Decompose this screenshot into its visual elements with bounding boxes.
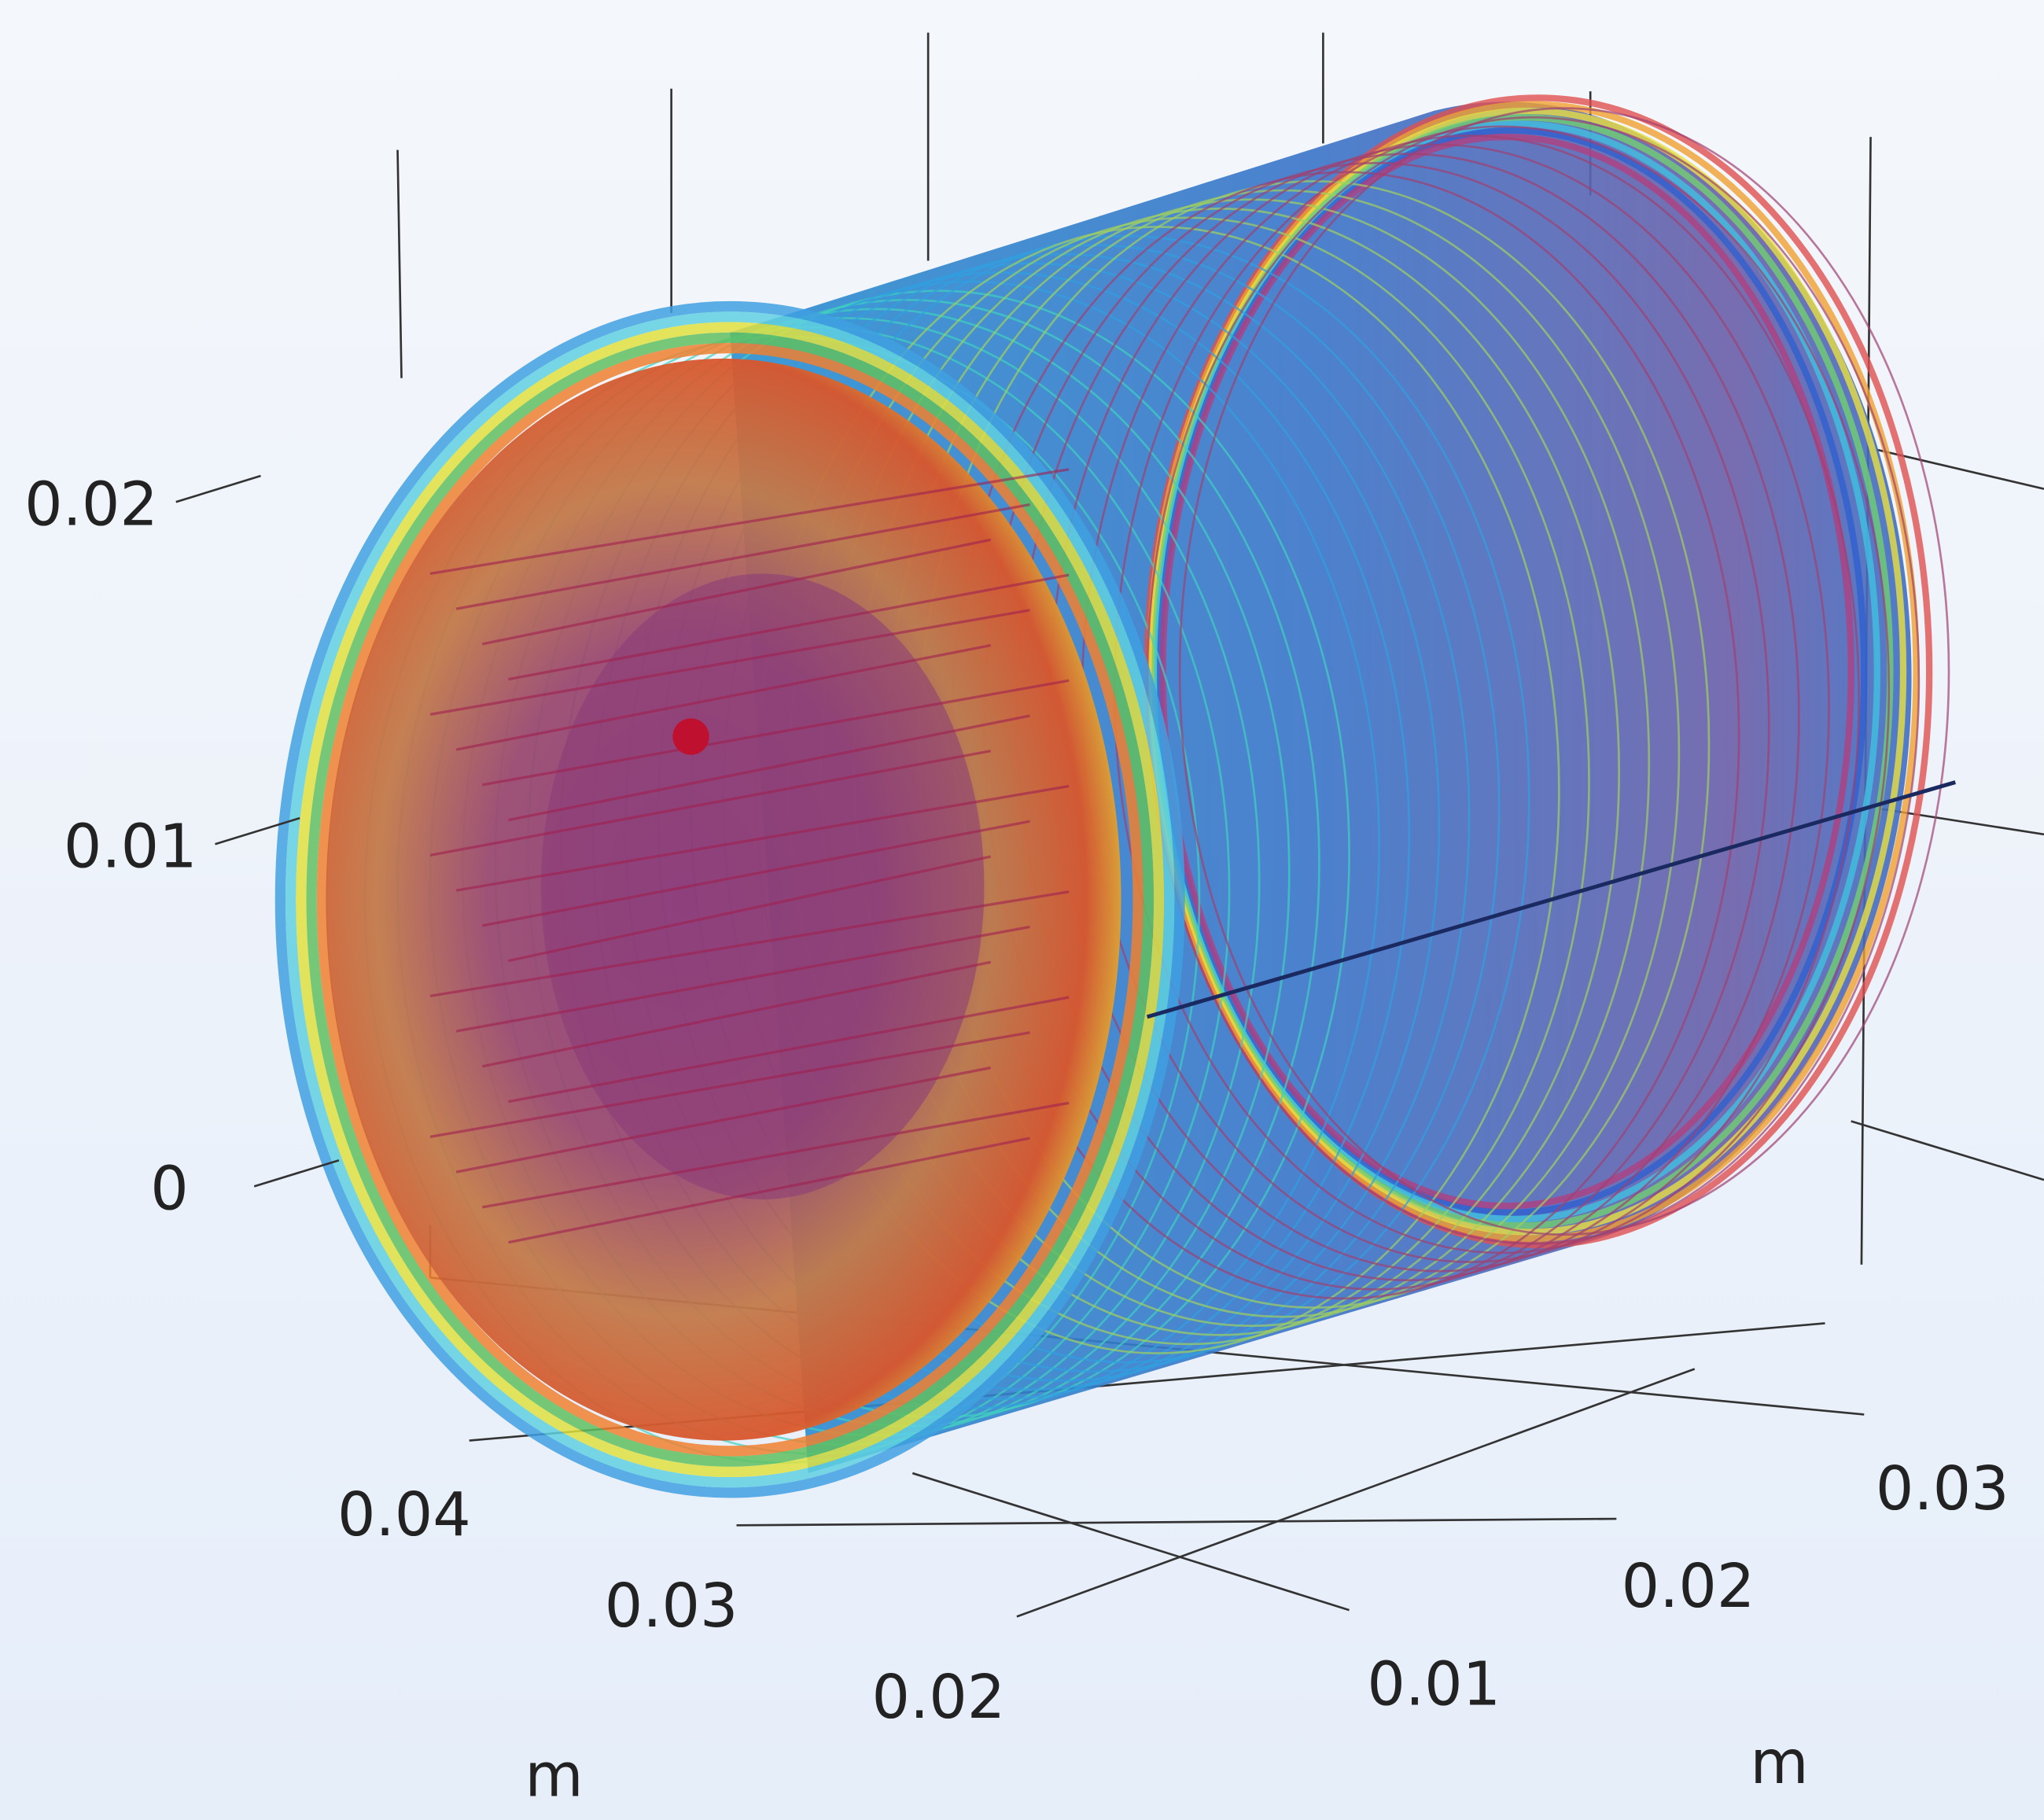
page: 00.010.020.020.030.040.010.020.03mm (() … [0,0,2044,1820]
tick-label: 0.02 [872,1662,1006,1732]
tick-label: 0.03 [1876,1453,2009,1523]
tick-label: 0.02 [24,469,158,539]
tick-label: 0 [150,1154,189,1224]
tick-label: 0.01 [64,812,197,882]
tick-label: 0.01 [1367,1649,1501,1719]
tick-label: 0.03 [605,1571,738,1641]
y-axis-label: m [1750,1727,1808,1797]
marker [672,718,709,754]
x-axis-label: m [525,1741,583,1811]
tick-label: 0.04 [337,1479,471,1549]
plot-3d: 0 0.01 0.02 0.02 0.03 0.04 0.01 0.02 0.03 m m [0,0,2044,1820]
tick-label: 0.02 [1622,1551,1755,1621]
